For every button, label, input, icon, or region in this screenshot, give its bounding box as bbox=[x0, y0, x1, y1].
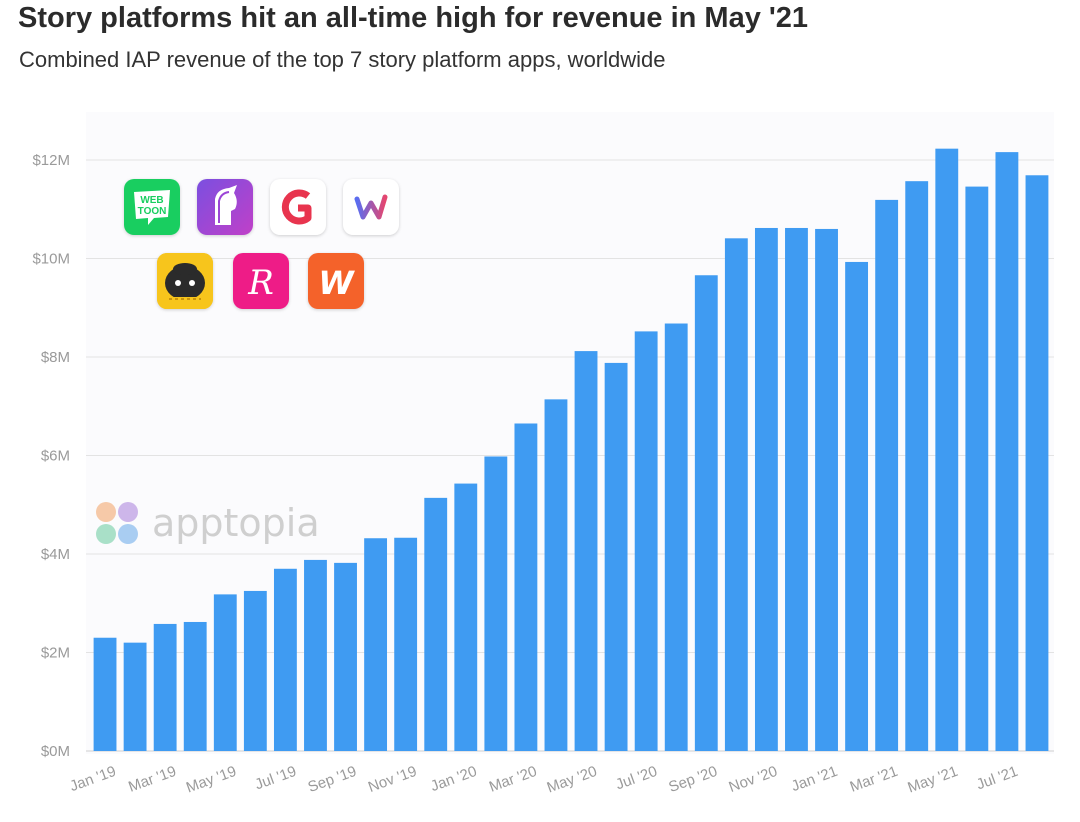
bar-may-19 bbox=[213, 594, 237, 751]
y-tick-label: $8M bbox=[41, 349, 70, 366]
x-tick-label: Nov '19 bbox=[366, 763, 419, 796]
bar-sep-19 bbox=[334, 562, 357, 751]
x-tick-label: Jul '20 bbox=[613, 763, 659, 794]
bar-jul-19 bbox=[273, 568, 297, 751]
bar-sep-20 bbox=[694, 275, 718, 751]
bar-apr-20 bbox=[544, 399, 568, 751]
x-tick-label: May '21 bbox=[905, 763, 960, 797]
webtoon-icon: WEB TOON bbox=[124, 179, 180, 235]
bar-oct-20 bbox=[724, 238, 748, 751]
r-letter-app-icon: R bbox=[233, 253, 289, 309]
x-tick-label: Mar '19 bbox=[126, 763, 178, 796]
bar-feb-20 bbox=[484, 456, 508, 751]
x-tick-label: Jan '19 bbox=[68, 763, 119, 795]
y-tick-label: $4M bbox=[41, 546, 70, 563]
bars bbox=[93, 148, 1049, 752]
chart-title: Story platforms hit an all-time high for… bbox=[18, 2, 809, 34]
bar-oct-19 bbox=[364, 538, 388, 751]
bar-mar-21 bbox=[875, 199, 899, 751]
w-letter-app-icon bbox=[343, 179, 399, 235]
y-axis-labels: $0M $2M $4M $6M $8M $10M $12M bbox=[32, 152, 70, 760]
bar-aug-19 bbox=[304, 559, 327, 751]
y-tick-label: $10M bbox=[32, 251, 70, 268]
webtoon-label: WEB bbox=[140, 195, 163, 206]
x-tick-label: Mar '20 bbox=[487, 763, 539, 796]
x-tick-label: Jul '19 bbox=[253, 763, 299, 794]
unicorn-app-icon bbox=[197, 179, 253, 235]
mascot-app-icon bbox=[157, 253, 213, 309]
apptopia-watermark: apptopia bbox=[96, 501, 320, 545]
wattpad-icon: W bbox=[308, 253, 364, 309]
bar-feb-19 bbox=[123, 642, 147, 751]
x-axis-labels: Jan '19 Mar '19 May '19 Jul '19 Sep '19 Nov '… bbox=[68, 763, 1021, 797]
svg-text:TOON: TOON bbox=[138, 206, 167, 217]
x-tick-label: Mar '21 bbox=[848, 763, 900, 796]
bar-mar-20 bbox=[514, 423, 538, 751]
bar-apr-19 bbox=[183, 621, 207, 751]
x-tick-label: May '19 bbox=[184, 763, 239, 797]
y-tick-label: $2M bbox=[41, 645, 70, 662]
bar-mar-19 bbox=[153, 623, 177, 751]
bar-aug-20 bbox=[664, 323, 688, 751]
bar-dec-20 bbox=[785, 227, 808, 752]
x-tick-label: Sep '20 bbox=[666, 763, 719, 796]
y-tick-label: $6M bbox=[41, 448, 70, 465]
x-tick-label: Nov '20 bbox=[727, 763, 780, 796]
bar-nov-19 bbox=[394, 537, 418, 751]
y-tick-label: $12M bbox=[32, 152, 70, 169]
wattpad-label: W bbox=[318, 264, 355, 302]
bar-jan-20 bbox=[454, 483, 478, 751]
x-tick-label: Jan '20 bbox=[428, 763, 479, 795]
watermark-petal-icon bbox=[96, 524, 116, 544]
watermark-text: apptopia bbox=[152, 501, 320, 545]
bar-dec-19 bbox=[424, 497, 448, 751]
bar-feb-21 bbox=[845, 261, 869, 751]
bar-jan-21 bbox=[815, 228, 838, 751]
bar-jan-19 bbox=[93, 637, 117, 751]
bar-may-20 bbox=[574, 351, 598, 751]
watermark-petal-icon bbox=[96, 502, 116, 522]
x-tick-label: Jul '21 bbox=[974, 763, 1020, 794]
x-tick-label: Sep '19 bbox=[306, 763, 359, 796]
chart-subtitle: Combined IAP revenue of the top 7 story … bbox=[19, 47, 666, 72]
g-letter-app-icon bbox=[270, 179, 326, 235]
bar-jun-19 bbox=[243, 590, 267, 751]
bar-jul-20 bbox=[634, 331, 658, 751]
r-letter-label: R bbox=[247, 263, 274, 303]
bar-jun-20 bbox=[604, 362, 628, 751]
watermark-petal-icon bbox=[118, 502, 138, 522]
y-tick-label: $0M bbox=[41, 743, 70, 760]
bar-jun-21 bbox=[965, 186, 989, 752]
bar-nov-20 bbox=[754, 227, 778, 752]
bar-may-21 bbox=[935, 148, 959, 752]
x-tick-label: Jan '21 bbox=[789, 763, 840, 795]
x-tick-label: May '20 bbox=[545, 763, 600, 797]
bar-apr-21 bbox=[905, 181, 929, 751]
watermark-petal-icon bbox=[118, 524, 138, 544]
bar-jul-21 bbox=[995, 152, 1019, 751]
bar-aug-21 bbox=[1025, 175, 1049, 751]
